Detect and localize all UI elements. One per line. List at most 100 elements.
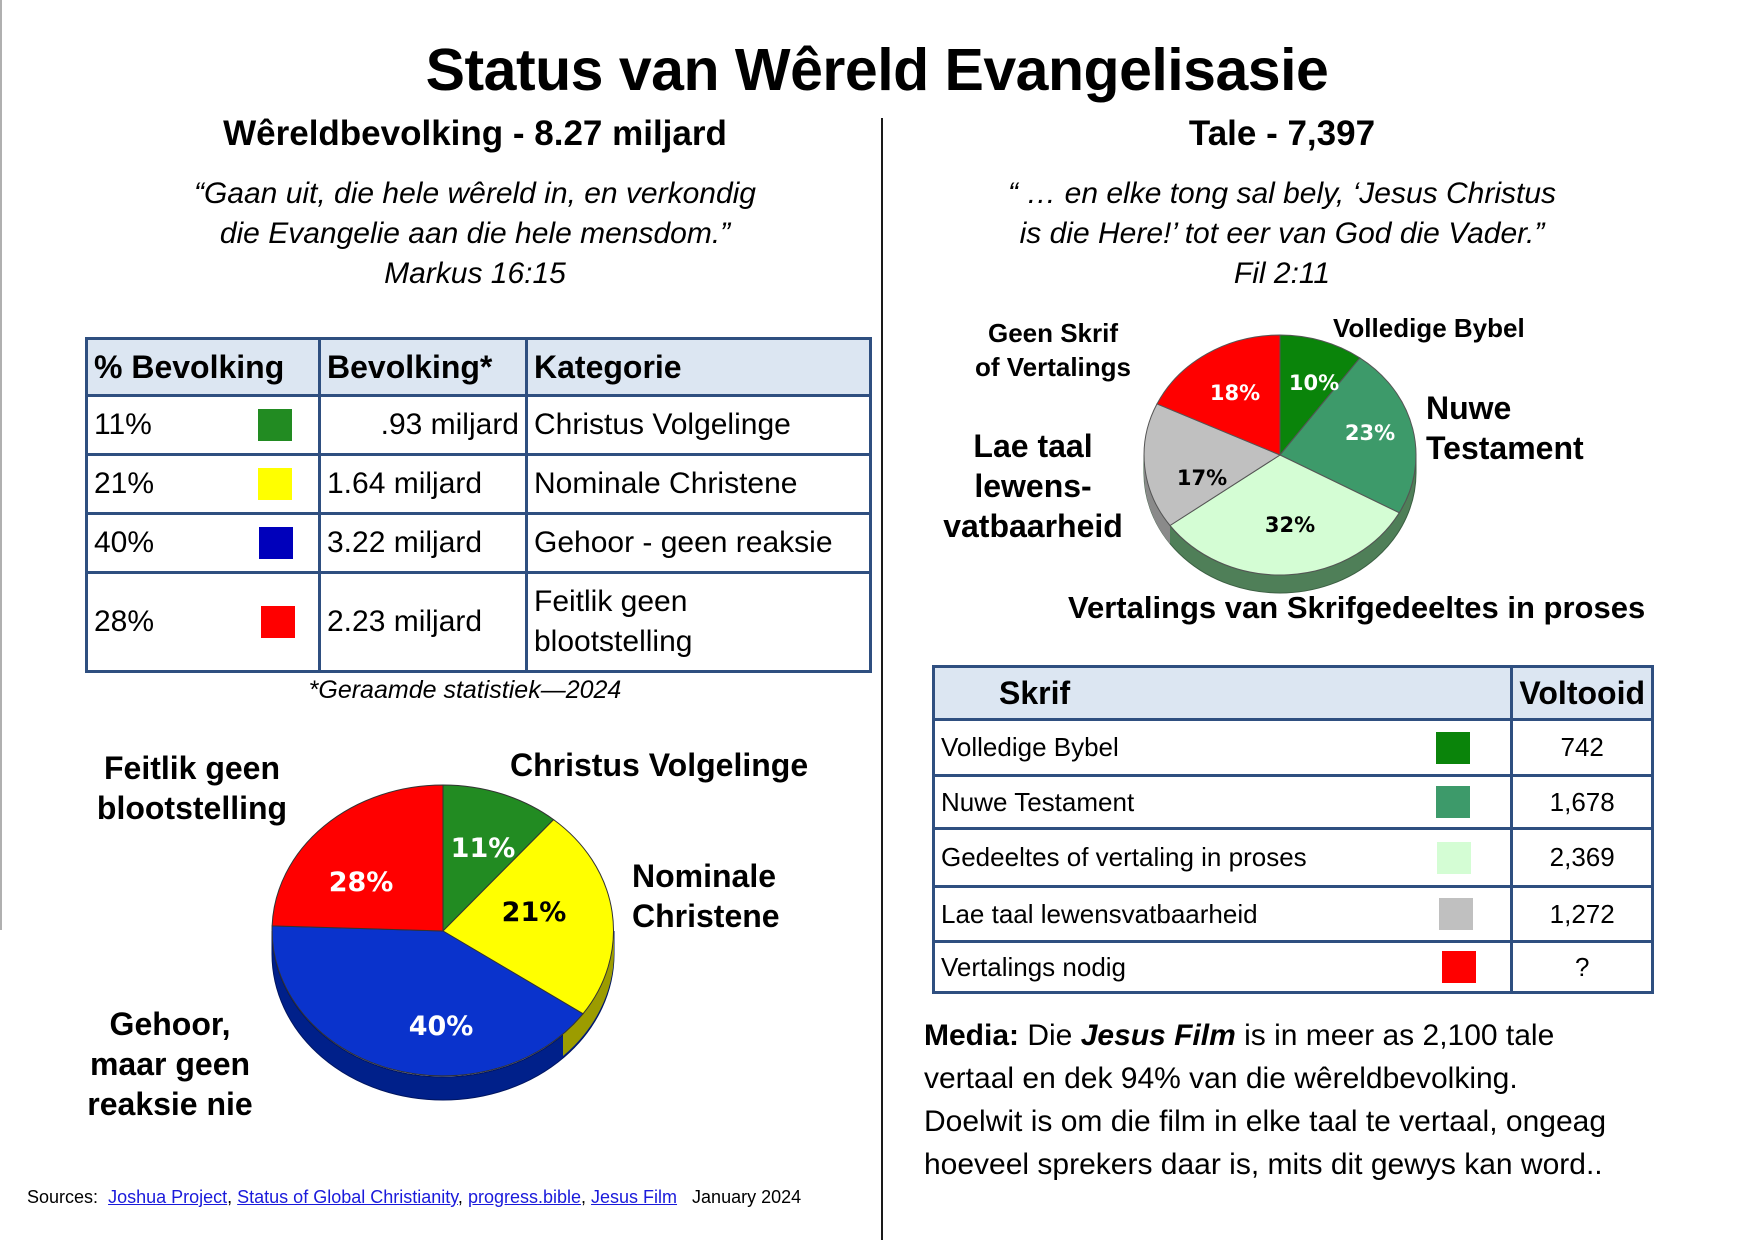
scripture-label: Lae taal lewensvatbaarheid (941, 898, 1258, 929)
media-line-1: Media: Die Jesus Film is in meer as 2,10… (924, 1014, 1744, 1057)
population-pie-chart: 11% 21% 40% 28% (271, 784, 615, 1101)
slice-volledige-bybel (1279, 334, 1361, 457)
languages-pie-chart: 10% 23% 32% 17% 18% (1143, 334, 1417, 594)
label-line: maar geen (89, 1046, 251, 1082)
slice-christus-volgelinge (442, 784, 555, 933)
media-text: Die (1019, 1019, 1081, 1052)
population-table: % Bevolking Bevolking* Kategorie 11% .93… (85, 337, 872, 673)
header-population: Bevolking* (318, 337, 528, 397)
label-nominale-christene: Nominale Christene (632, 856, 780, 936)
label-line: reaksie nie (87, 1086, 253, 1122)
gray-swatch (1439, 898, 1474, 930)
table-row: Vertalings nodig ? (931, 940, 1654, 994)
header-category: Kategorie (525, 337, 872, 397)
slice-geen-skrif (1156, 334, 1281, 456)
slice-label-28: 28% (329, 867, 394, 898)
slice-label-10: 10% (1289, 371, 1339, 395)
slice-label-40: 40% (409, 1011, 474, 1042)
completed-value: ? (1510, 940, 1654, 994)
scripture-table: Skrif Voltooid Volledige Bybel 742 Nuwe … (931, 665, 1654, 994)
link-status-global-christianity[interactable]: Status of Global Christianity (237, 1187, 458, 1207)
slice-label-18: 18% (1210, 381, 1260, 405)
world-population-heading: Wêreldbevolking - 8.27 miljard (223, 114, 727, 153)
header-skrif: Skrif (931, 665, 1514, 721)
population-value: 2.23 miljard (318, 571, 528, 673)
slice-feitlik-geen (271, 784, 444, 932)
label-line: Lae taal (973, 428, 1093, 464)
population-value: 3.22 miljard (318, 512, 528, 574)
left-quote-line-2: die Evangelie aan die hele mensdom.” (219, 217, 731, 250)
medium-green-swatch (1436, 786, 1471, 818)
label-line: Feitlik geen (103, 750, 281, 786)
right-quote: “ … en elke tong sal bely, ‘Jesus Christ… (900, 174, 1664, 294)
slice-label-21: 21% (502, 897, 567, 928)
population-value: 1.64 miljard (318, 453, 528, 515)
category-value: Gehoor - geen reaksie (525, 512, 872, 574)
pie-side-yellow (563, 931, 614, 1056)
label-feitlik-geen: Feitlik geen blootstelling (62, 748, 322, 828)
languages-heading: Tale - 7,397 (1188, 114, 1376, 153)
yellow-swatch (258, 468, 292, 500)
media-text: is in meer as 2,100 tale (1235, 1019, 1555, 1052)
scripture-label: Vertalings nodig (941, 951, 1127, 982)
table-row: 21% 1.64 miljard Nominale Christene (85, 453, 872, 515)
link-joshua-project[interactable]: Joshua Project (108, 1187, 228, 1207)
left-quote: “Gaan uit, die hele wêreld in, en verkon… (80, 174, 870, 294)
slice-nuwe-testament (1279, 357, 1417, 514)
media-line-2: vertaal en dek 94% van die wêreldbevolki… (924, 1062, 1518, 1095)
label-nuwe-testament: Nuwe Testament (1426, 388, 1584, 468)
completed-value: 1,678 (1510, 774, 1654, 830)
table-row: Volledige Bybel 742 (931, 718, 1654, 777)
link-jesus-film[interactable]: Jesus Film (591, 1187, 678, 1207)
column-divider (881, 118, 883, 1240)
label-line: Christene (632, 898, 780, 934)
header-pct-population: % Bevolking (85, 337, 321, 397)
slice-label-23: 23% (1345, 421, 1395, 445)
table-row: Gedeeltes of vertaling in proses 2,369 (931, 827, 1654, 888)
media-line-4: hoeveel sprekers daar is, mits dit gewys… (924, 1148, 1603, 1181)
label-lae-taal: Lae taal lewens- vatbaarheid (922, 426, 1144, 546)
slice-vertalings-in-proses (1169, 454, 1400, 576)
completed-value: 1,272 (1510, 885, 1654, 943)
label-line: vatbaarheid (943, 508, 1123, 544)
media-paragraph: Media: Die Jesus Film is in meer as 2,10… (924, 1014, 1744, 1186)
jesus-film-title: Jesus Film (1080, 1019, 1236, 1052)
right-quote-line-2: is die Here!’ tot eer van God die Vader.… (1019, 217, 1545, 250)
label-line: Testament (1426, 430, 1584, 466)
slice-label-17: 17% (1177, 466, 1227, 490)
pie-side-gray (1143, 455, 1170, 544)
pct-value: 11% (94, 408, 152, 441)
label-line: Geen Skrif (987, 318, 1119, 348)
population-value: .93 miljard (318, 394, 528, 456)
green-swatch (258, 409, 292, 441)
red-swatch (261, 606, 295, 638)
label-line: Nuwe (1426, 390, 1512, 426)
pct-value: 28% (94, 605, 155, 638)
category-value: Feitlik geen blootstelling (525, 571, 872, 673)
dark-green-swatch (1436, 731, 1471, 764)
label-line: Nominale (632, 858, 777, 894)
table-row: 40% 3.22 miljard Gehoor - geen reaksie (85, 512, 872, 574)
pct-value: 40% (94, 526, 155, 559)
right-quote-line-1: “ … en elke tong sal bely, ‘Jesus Christ… (1007, 177, 1556, 210)
pct-value: 21% (94, 467, 155, 500)
completed-value: 742 (1510, 718, 1654, 777)
table-row: Lae taal lewensvatbaarheid 1,272 (931, 885, 1654, 943)
media-line-3: Doelwit is om die film in elke taal te v… (924, 1105, 1607, 1138)
link-progress-bible[interactable]: progress.bible (467, 1187, 581, 1207)
category-value: Nominale Christene (525, 453, 872, 515)
label-line: blootstelling (96, 790, 288, 826)
header-voltooid: Voltooid (1510, 665, 1654, 721)
slice-label-32: 32% (1265, 513, 1315, 537)
slice-label-11: 11% (451, 833, 516, 864)
sources-label: Sources: (27, 1187, 99, 1207)
left-quote-reference: Markus 16:15 (384, 257, 566, 290)
slice-gehoor (271, 925, 584, 1077)
table-row: 28% 2.23 miljard Feitlik geen blootstell… (85, 571, 872, 673)
sources-date: January 2024 (692, 1187, 802, 1207)
estimate-footnote: *Geraamde statistiek—2024 (308, 676, 622, 704)
scripture-label: Gedeeltes of vertaling in proses (941, 842, 1307, 872)
category-line-1: Feitlik geen (534, 585, 688, 618)
label-line: lewens- (974, 468, 1092, 504)
right-quote-reference: Fil 2:11 (1233, 257, 1331, 290)
